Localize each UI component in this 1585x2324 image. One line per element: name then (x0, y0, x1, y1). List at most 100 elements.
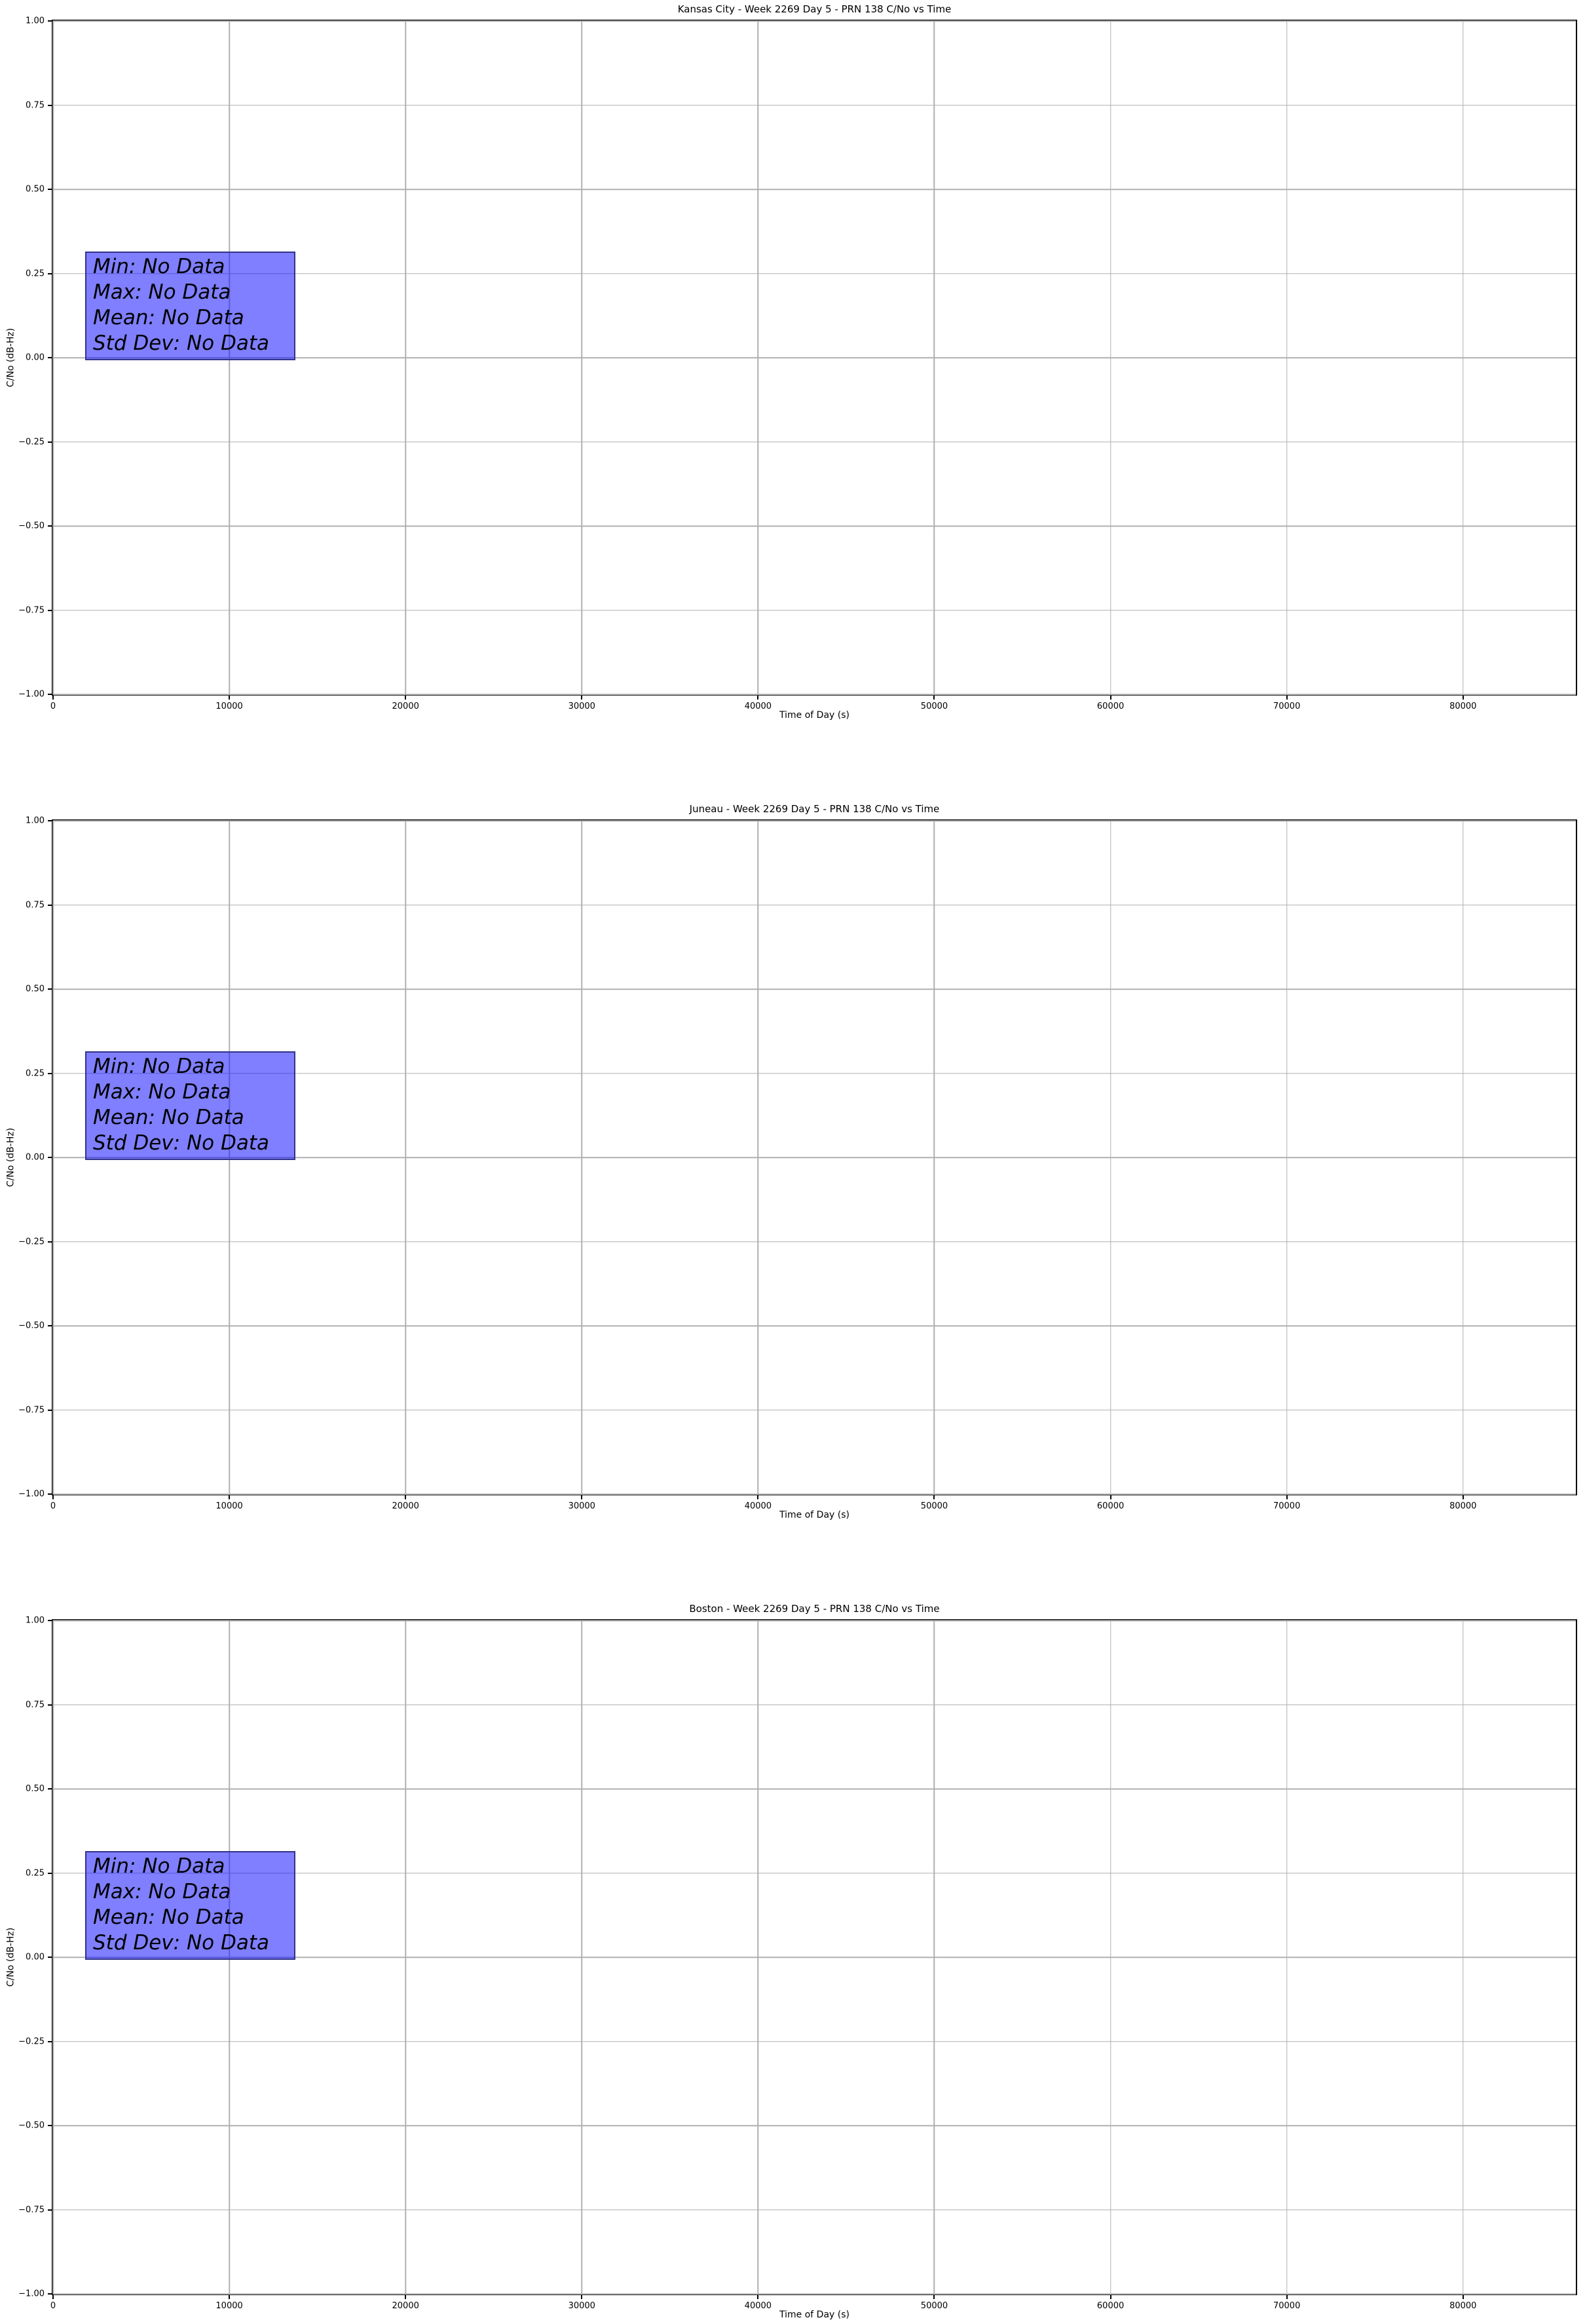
x-tick-mark (405, 2294, 407, 2299)
y-tick-mark (48, 820, 53, 821)
y-tick-mark (48, 2125, 53, 2126)
gridline-horizontal (53, 525, 1576, 527)
x-tick-mark (933, 694, 935, 700)
x-tick-label: 80000 (1449, 702, 1477, 711)
x-tick-label: 40000 (744, 2301, 772, 2311)
stats-annotation: Min: No Data Max: No Data Mean: No Data … (85, 1051, 295, 1160)
y-tick-mark (48, 609, 53, 611)
stat-stddev: Std Dev: No Data (93, 1931, 269, 1955)
y-tick-label: −0.75 (18, 605, 45, 615)
y-tick-label: 0.50 (26, 984, 45, 994)
y-tick-label: 0.25 (26, 269, 45, 278)
x-tick-mark (1110, 694, 1111, 700)
x-axis-label: Time of Day (s) (779, 1510, 849, 1520)
gridline-horizontal (53, 1704, 1576, 1706)
y-tick-label: 0.25 (26, 1868, 45, 1878)
y-axis-label: C/No (dB-Hz) (5, 1127, 16, 1188)
stat-max: Max: No Data (93, 1080, 231, 1104)
stats-annotation: Min: No Data Max: No Data Mean: No Data … (85, 1851, 295, 1960)
stat-min: Min: No Data (93, 1854, 225, 1878)
x-tick-mark (581, 694, 583, 700)
gridline-horizontal (53, 1157, 1576, 1158)
x-tick-label: 80000 (1449, 1501, 1477, 1511)
x-tick-label: 20000 (392, 702, 419, 711)
y-tick-mark (48, 272, 53, 274)
y-tick-mark (48, 1957, 53, 1958)
x-tick-label: 30000 (568, 2301, 595, 2311)
y-tick-mark (48, 904, 53, 906)
figure-juneau: Juneau - Week 2269 Day 5 - PRN 138 C/No … (0, 800, 1585, 1574)
y-tick-mark (48, 1788, 53, 1790)
x-tick-mark (1286, 2294, 1288, 2299)
stat-stddev: Std Dev: No Data (93, 1131, 269, 1155)
x-tick-mark (52, 1494, 54, 1499)
y-tick-mark (48, 1872, 53, 1874)
y-tick-mark (48, 1072, 53, 1074)
x-tick-mark (1286, 694, 1288, 700)
figure-boston: Boston - Week 2269 Day 5 - PRN 138 C/No … (0, 1600, 1585, 2324)
y-tick-label: 1.00 (26, 16, 45, 26)
y-tick-mark (48, 104, 53, 106)
y-tick-mark (48, 1241, 53, 1243)
y-tick-label: −0.75 (18, 2205, 45, 2215)
y-tick-label: 1.00 (26, 1615, 45, 1626)
x-tick-mark (405, 694, 407, 700)
y-tick-label: −1.00 (18, 2289, 45, 2299)
y-tick-mark (48, 1409, 53, 1411)
x-tick-label: 50000 (920, 2301, 948, 2311)
x-tick-mark (757, 2294, 759, 2299)
gridline-horizontal (53, 357, 1576, 358)
x-axis-label: Time of Day (s) (779, 710, 849, 721)
x-tick-mark (1462, 694, 1464, 700)
y-tick-mark (48, 20, 53, 22)
x-tick-label: 20000 (392, 2301, 419, 2311)
chart-title: Kansas City - Week 2269 Day 5 - PRN 138 … (677, 3, 952, 15)
gridline-horizontal (53, 20, 1576, 22)
y-tick-mark (48, 2209, 53, 2211)
gridline-horizontal (53, 1620, 1576, 1621)
y-axis-label: C/No (dB-Hz) (5, 328, 16, 388)
y-tick-label: 0.50 (26, 1784, 45, 1794)
gridline-horizontal (53, 2209, 1576, 2211)
gridline-horizontal (53, 1788, 1576, 1790)
stat-max: Max: No Data (93, 280, 231, 304)
y-tick-mark (48, 988, 53, 990)
stat-min: Min: No Data (93, 1055, 225, 1078)
x-tick-mark (229, 694, 231, 700)
x-tick-mark (757, 694, 759, 700)
y-tick-label: −0.75 (18, 1405, 45, 1415)
y-tick-mark (48, 189, 53, 190)
gridline-horizontal (53, 1072, 1576, 1074)
x-tick-mark (1286, 1494, 1288, 1499)
x-tick-label: 80000 (1449, 2301, 1477, 2311)
y-tick-label: 0.00 (26, 1952, 45, 1962)
x-tick-mark (933, 2294, 935, 2299)
y-tick-label: −1.00 (18, 689, 45, 700)
gridline-horizontal (53, 1872, 1576, 1874)
x-tick-mark (52, 694, 54, 700)
y-tick-mark (48, 441, 53, 443)
y-tick-mark (48, 357, 53, 358)
plot-area: Min: No Data Max: No Data Mean: No Data … (18, 1616, 1577, 2311)
x-tick-label: 10000 (215, 1501, 243, 1511)
gridline-horizontal (53, 2293, 1576, 2295)
x-tick-mark (1110, 2294, 1111, 2299)
gridline-horizontal (53, 1325, 1576, 1326)
gridline-horizontal (53, 694, 1576, 695)
x-tick-mark (1462, 1494, 1464, 1499)
x-tick-mark (229, 1494, 231, 1499)
y-tick-label: 0.00 (26, 352, 45, 363)
stat-mean: Mean: No Data (93, 1106, 244, 1129)
y-tick-label: −1.00 (18, 1489, 45, 1499)
y-tick-label: −0.25 (18, 1237, 45, 1246)
stats-annotation: Min: No Data Max: No Data Mean: No Data … (85, 252, 295, 360)
y-tick-label: −0.50 (18, 2120, 45, 2131)
x-tick-label: 0 (50, 2301, 56, 2311)
y-tick-mark (48, 1493, 53, 1495)
chart-title: Boston - Week 2269 Day 5 - PRN 138 C/No … (689, 1603, 940, 1615)
y-tick-mark (48, 2293, 53, 2295)
y-tick-label: −0.25 (18, 437, 45, 447)
gridline-horizontal (53, 1409, 1576, 1411)
gridline-horizontal (53, 904, 1576, 906)
stat-stddev: Std Dev: No Data (93, 331, 269, 355)
